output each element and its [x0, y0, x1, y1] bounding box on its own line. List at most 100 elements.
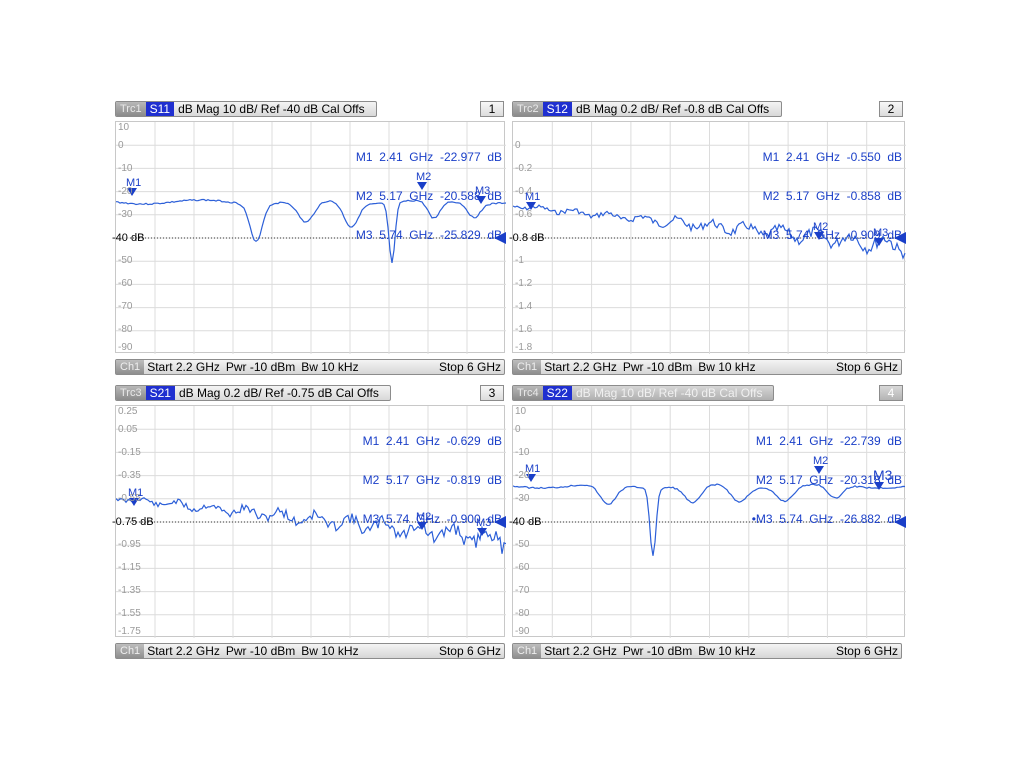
y-label: 10 [515, 406, 527, 417]
channel-label[interactable]: Ch1 [513, 644, 542, 658]
y-label: -10 [118, 163, 133, 174]
channel-label[interactable]: Ch1 [116, 644, 145, 658]
y-label: -0.35 [118, 470, 141, 481]
y-label: -90 [118, 342, 133, 353]
y-label: -20 [515, 470, 530, 481]
y-label: 0 [118, 140, 124, 151]
trace-label-4[interactable]: Trc4 [513, 386, 543, 400]
y-label: 10 [118, 122, 130, 133]
s-param-label-4[interactable]: S22 [542, 386, 572, 400]
power-level[interactable]: Pwr -10 dBm [622, 360, 693, 374]
y-label: -1.75 [118, 626, 141, 637]
window-number-3[interactable]: 3 [480, 385, 504, 401]
marker-line: M3 5.74 GHz -25.829 dB [355, 228, 502, 242]
window-number-4[interactable]: 4 [879, 385, 903, 401]
plot-area-4[interactable]: M1 M2 M3 10 0 -10 -20 -30 -50 -60 -70 -80 … [509, 405, 906, 638]
marker-m3-icon: M3 [873, 467, 893, 490]
y-label: -0.6 [515, 209, 533, 220]
svg-text:M2: M2 [813, 455, 828, 467]
window-number-1[interactable]: 1 [480, 101, 504, 117]
y-label: -1.55 [118, 608, 141, 619]
power-level[interactable]: Pwr -10 dBm [622, 644, 693, 658]
plot-area-1[interactable]: M1 M2 M3 10 0 -10 -20 -30 -50 -60 -70 -80 … [112, 121, 506, 354]
bandwidth[interactable]: Bw 10 kHz [301, 644, 359, 658]
marker-line: •M3 5.74 GHz -26.882 dB [751, 512, 902, 526]
y-label: -50 [118, 255, 133, 266]
marker-line: M2 5.17 GHz -20.318 dB [755, 473, 902, 487]
channel-footer-4[interactable]: Ch1 Start 2.2 GHz Pwr -10 dBm Bw 10 kHz … [512, 643, 902, 659]
trace-line [116, 198, 506, 263]
trace-panel-1: Trc1 S11 dB Mag 10 dB/ Ref -40 dB Cal Of… [112, 101, 506, 376]
y-label: -0.4 [515, 186, 533, 197]
start-freq[interactable]: Start 2.2 GHz [544, 644, 617, 658]
y-label: 0.05 [118, 424, 138, 435]
stop-freq[interactable]: Stop 6 GHz [438, 644, 501, 658]
channel-label[interactable]: Ch1 [116, 360, 145, 374]
trace-label-3[interactable]: Trc3 [116, 386, 146, 400]
trace-label-1[interactable]: Trc1 [116, 102, 146, 116]
s-param-label-2[interactable]: S12 [542, 102, 572, 116]
y-label: -80 [515, 608, 530, 619]
ref-level-label-2: -0.8 dB [509, 232, 545, 244]
plot-area-2[interactable]: M1 M2 M3 0 -0.2 -0.4 -0.6 -1 -1.2 -1.4 -1.… [509, 121, 906, 354]
y-label: 0.25 [118, 406, 138, 417]
svg-text:M3: M3 [475, 185, 490, 197]
channel-footer-2[interactable]: Ch1 Start 2.2 GHz Pwr -10 dBm Bw 10 kHz … [512, 359, 902, 375]
start-freq[interactable]: Start 2.2 GHz [147, 360, 220, 374]
marker-m2-icon: M2 [813, 221, 828, 240]
marker-readout-3: M1 2.41 GHz -0.629 dB M2 5.17 GHz -0.819… [363, 409, 502, 552]
marker-m2-icon: M2 [416, 511, 431, 530]
svg-text:M2: M2 [813, 221, 828, 233]
y-label: -70 [515, 585, 530, 596]
trace-header-4[interactable]: Trc4 S22 dB Mag 10 dB/ Ref -40 dB Cal Of… [512, 385, 774, 401]
scale-text-1: dB Mag 10 dB/ Ref -40 dB Cal Offs [178, 102, 365, 116]
power-level[interactable]: Pwr -10 dBm [225, 644, 296, 658]
y-label: -0.2 [515, 163, 533, 174]
ref-level-label-3: -0.75 dB [112, 516, 154, 528]
y-label: -0.15 [118, 447, 141, 458]
ref-level-label-4: -40 dB [509, 516, 542, 528]
trace-label-2[interactable]: Trc2 [513, 102, 543, 116]
stop-freq[interactable]: Stop 6 GHz [835, 644, 898, 658]
y-label: -60 [118, 278, 133, 289]
marker-m3-icon: M3 [476, 517, 491, 536]
channel-footer-1[interactable]: Ch1 Start 2.2 GHz Pwr -10 dBm Bw 10 kHz … [115, 359, 505, 375]
start-freq[interactable]: Start 2.2 GHz [147, 644, 220, 658]
trace-header-3[interactable]: Trc3 S21 dB Mag 0.2 dB/ Ref -0.75 dB Cal… [115, 385, 391, 401]
marker-m2-icon: M2 [416, 171, 431, 190]
trace-graph-1: M1 M2 M3 [116, 122, 506, 354]
bandwidth[interactable]: Bw 10 kHz [698, 360, 756, 374]
plot-area-3[interactable]: M1 M2 M3 0.25 0.05 -0.15 -0.35 -0.55 -0.95… [112, 405, 506, 638]
y-label: -30 [515, 493, 530, 504]
reference-arrow-icon [494, 232, 506, 244]
y-label: -1 [515, 255, 524, 266]
stop-freq[interactable]: Stop 6 GHz [438, 360, 501, 374]
channel-label[interactable]: Ch1 [513, 360, 542, 374]
y-label: -1.2 [515, 278, 533, 289]
start-freq[interactable]: Start 2.2 GHz [544, 360, 617, 374]
ref-level-label-1: -40 dB [112, 232, 145, 244]
window-number-2[interactable]: 2 [879, 101, 903, 117]
marker-m1-icon: M1 [525, 463, 540, 482]
marker-line: M2 5.17 GHz -0.819 dB [362, 473, 502, 487]
trace-header-1[interactable]: Trc1 S11 dB Mag 10 dB/ Ref -40 dB Cal Of… [115, 101, 377, 117]
marker-line: M3 5.74 GHz -0.909 dB [762, 228, 902, 242]
s-param-label-3[interactable]: S21 [145, 386, 175, 400]
trace-panel-3: Trc3 S21 dB Mag 0.2 dB/ Ref -0.75 dB Cal… [112, 385, 506, 660]
trace-header-2[interactable]: Trc2 S12 dB Mag 0.2 dB/ Ref -0.8 dB Cal … [512, 101, 782, 117]
svg-text:M3: M3 [873, 227, 888, 239]
y-label: -10 [515, 447, 530, 458]
power-level[interactable]: Pwr -10 dBm [225, 360, 296, 374]
reference-arrow-icon [894, 516, 906, 528]
bandwidth[interactable]: Bw 10 kHz [301, 360, 359, 374]
stop-freq[interactable]: Stop 6 GHz [835, 360, 898, 374]
bandwidth[interactable]: Bw 10 kHz [698, 644, 756, 658]
y-label: -90 [515, 626, 530, 637]
y-label: 0 [515, 140, 521, 151]
channel-footer-3[interactable]: Ch1 Start 2.2 GHz Pwr -10 dBm Bw 10 kHz … [115, 643, 505, 659]
reference-arrow-icon [894, 232, 906, 244]
svg-text:M1: M1 [126, 177, 141, 189]
marker-readout-2: M1 2.41 GHz -0.550 dB M2 5.17 GHz -0.858… [763, 125, 902, 268]
s-param-label-1[interactable]: S11 [145, 102, 175, 116]
svg-text:M1: M1 [128, 487, 143, 499]
